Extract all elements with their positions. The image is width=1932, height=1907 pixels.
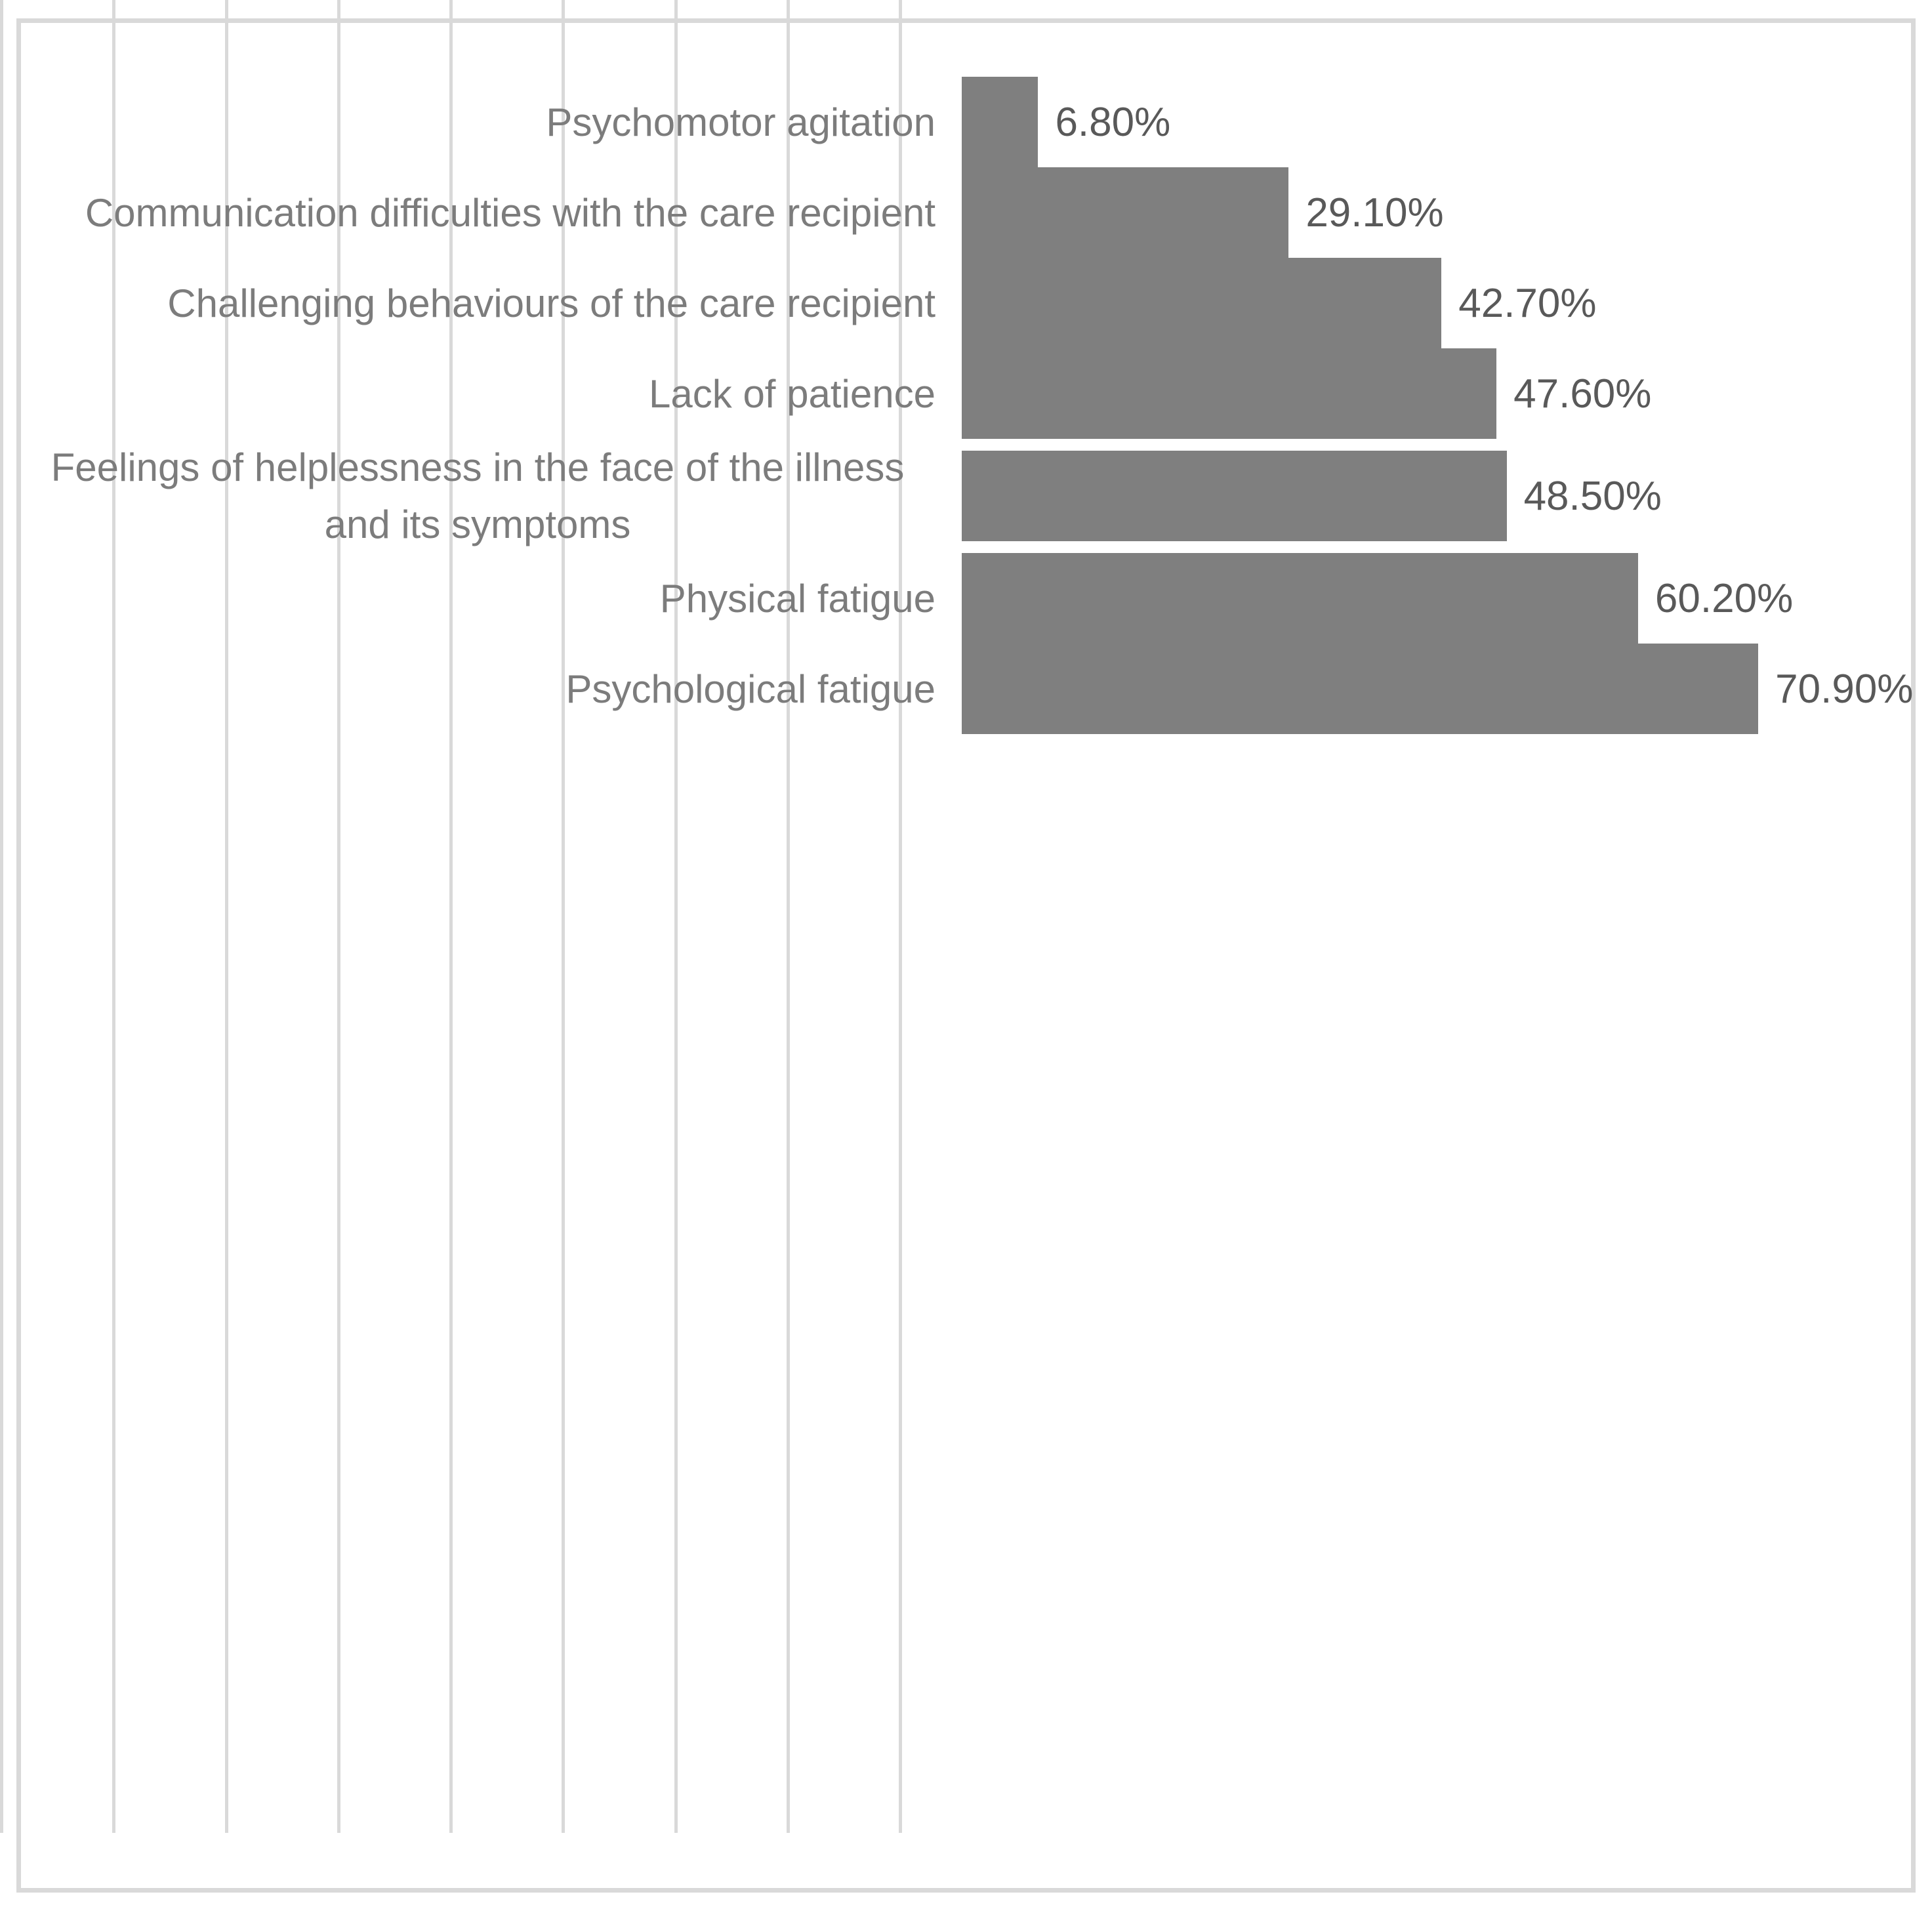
- bar: [962, 77, 1038, 167]
- category-cell: Physical fatigue: [0, 570, 962, 627]
- chart-row: Challenging behaviours of the care recip…: [0, 258, 1932, 348]
- bar: [962, 553, 1638, 644]
- category-label: Feelings of helplessness in the face of …: [51, 445, 905, 546]
- category-cell: Feelings of helplessness in the face of …: [0, 439, 962, 553]
- bar-area: 47.60%: [962, 348, 1932, 439]
- bar-area: 48.50%: [962, 451, 1932, 541]
- chart-row: Feelings of helplessness in the face of …: [0, 439, 1932, 553]
- bar: [962, 644, 1759, 734]
- bar: [962, 348, 1497, 439]
- chart-row: Psychological fatigue 70.90%: [0, 644, 1932, 734]
- value-label: 70.90%: [1775, 666, 1914, 712]
- bar: [962, 167, 1289, 258]
- chart-row: Physical fatigue 60.20%: [0, 553, 1932, 644]
- value-label: 60.20%: [1655, 575, 1794, 621]
- bar-area: 60.20%: [962, 553, 1932, 644]
- bar-area: 6.80%: [962, 77, 1932, 167]
- bar-area: 29.10%: [962, 167, 1932, 258]
- category-label: Lack of patience: [649, 371, 935, 416]
- chart-rows: Psychomotor agitation 6.80% Communicatio…: [0, 77, 1932, 734]
- category-label: Physical fatigue: [659, 576, 935, 621]
- value-label: 47.60%: [1513, 371, 1652, 417]
- category-cell: Challenging behaviours of the care recip…: [0, 275, 962, 332]
- category-label: Psychological fatigue: [565, 666, 935, 711]
- chart-row: Communication difficulties with the care…: [0, 167, 1932, 258]
- value-label: 6.80%: [1055, 99, 1171, 145]
- category-cell: Psychological fatigue: [0, 661, 962, 718]
- category-cell: Psychomotor agitation: [0, 94, 962, 151]
- bar-area: 70.90%: [962, 644, 1932, 734]
- chart-row: Lack of patience 47.60%: [0, 348, 1932, 439]
- chart-row: Psychomotor agitation 6.80%: [0, 77, 1932, 167]
- bar-area: 42.70%: [962, 258, 1932, 348]
- category-cell: Lack of patience: [0, 365, 962, 422]
- category-label: Challenging behaviours of the care recip…: [167, 281, 935, 325]
- value-label: 42.70%: [1458, 280, 1597, 326]
- value-label: 48.50%: [1523, 473, 1662, 519]
- bar: [962, 451, 1507, 541]
- horizontal-bar-chart: Psychomotor agitation 6.80% Communicatio…: [0, 0, 1932, 1833]
- category-label: Communication difficulties with the care…: [85, 190, 935, 235]
- category-label: Psychomotor agitation: [546, 100, 935, 144]
- category-cell: Communication difficulties with the care…: [0, 184, 962, 241]
- bar: [962, 258, 1442, 348]
- value-label: 29.10%: [1305, 190, 1444, 236]
